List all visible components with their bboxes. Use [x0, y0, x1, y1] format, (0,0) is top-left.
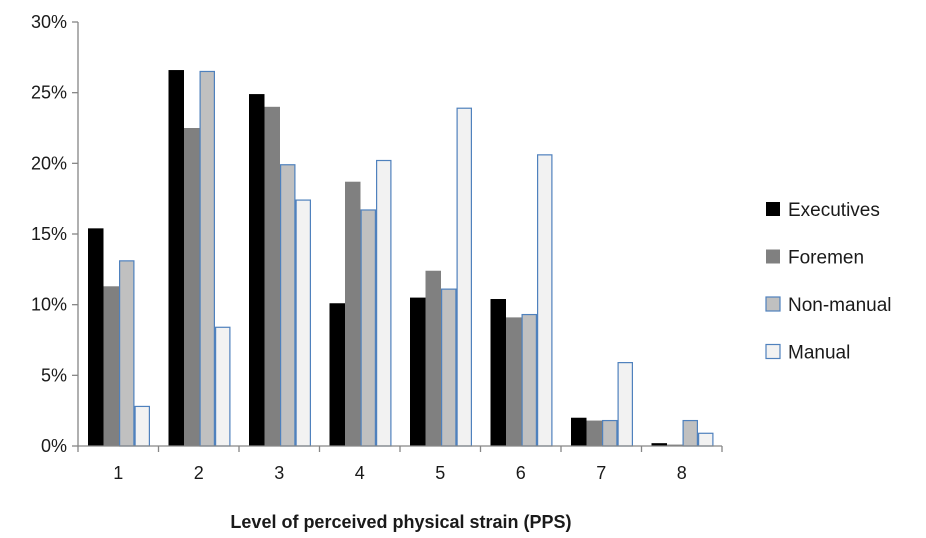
y-tick-label: 0% — [41, 436, 67, 456]
x-tick-label: 6 — [516, 463, 526, 483]
bar-manual-5 — [456, 107, 473, 447]
bar-executives-8 — [651, 443, 667, 446]
x-tick-label: 5 — [435, 463, 445, 483]
bar-foremen-5 — [425, 270, 441, 446]
bar-manual-7 — [617, 362, 633, 447]
x-axis-ticks: 1 2 3 4 5 6 7 8 — [77, 446, 723, 483]
x-tick-label: 1 — [113, 463, 123, 483]
bar-manual-2 — [215, 326, 231, 447]
x-tick-label: 7 — [596, 463, 606, 483]
y-axis-ticks: 0% 5% 10% 15% 20% 25% 30% — [31, 12, 78, 456]
legend-label: Executives — [788, 200, 880, 221]
bar-foremen-4 — [345, 181, 361, 446]
bar-executives-1 — [88, 228, 104, 446]
legend-swatch-executives — [766, 202, 780, 216]
x-tick-label: 4 — [355, 463, 365, 483]
x-tick-label: 2 — [194, 463, 204, 483]
bar-manual-1 — [134, 405, 151, 447]
y-tick-label: 15% — [31, 224, 67, 244]
x-axis-title: Level of perceived physical strain (PPS) — [230, 512, 571, 532]
bar-non-manual-8 — [682, 419, 698, 447]
bar-non-manual-3 — [280, 164, 296, 447]
bar-executives-3 — [249, 94, 265, 446]
bar-foremen-8 — [667, 444, 683, 446]
y-tick-label: 10% — [31, 295, 67, 315]
bar-non-manual-1 — [118, 260, 135, 447]
bar-manual-3 — [295, 199, 312, 447]
bar-non-manual-5 — [441, 288, 457, 447]
bar-executives-7 — [571, 417, 587, 446]
legend-label: Manual — [788, 343, 850, 364]
bar-manual-4 — [376, 159, 392, 447]
legend-label: Non-manual — [788, 295, 892, 316]
bar-foremen-3 — [264, 106, 280, 447]
bars-group — [88, 70, 714, 447]
legend-swatch-manual — [765, 343, 781, 360]
bar-foremen-2 — [184, 128, 200, 446]
y-tick-label: 5% — [41, 365, 67, 385]
x-tick-label: 3 — [274, 463, 284, 483]
legend-swatch-foremen — [766, 249, 780, 264]
y-tick-label: 25% — [31, 83, 67, 103]
bar-foremen-1 — [103, 286, 119, 446]
bar-non-manual-4 — [360, 209, 377, 447]
bar-non-manual-2 — [199, 70, 216, 447]
y-tick-label: 30% — [31, 12, 67, 32]
bar-executives-5 — [410, 297, 426, 446]
bar-executives-4 — [329, 303, 345, 446]
legend-label: Foremen — [788, 248, 864, 269]
legend-swatch-non-manual — [765, 296, 781, 312]
bar-manual-8 — [697, 432, 714, 447]
x-tick-label: 8 — [677, 463, 687, 483]
bar-non-manual-7 — [601, 419, 618, 447]
bar-executives-2 — [168, 70, 184, 446]
bar-foremen-6 — [506, 317, 522, 446]
legend: Executives Foremen Non-manual Manual — [765, 200, 892, 364]
bar-executives-6 — [490, 299, 506, 446]
bar-non-manual-6 — [521, 313, 537, 447]
bar-manual-6 — [536, 154, 553, 447]
y-tick-label: 20% — [31, 153, 67, 173]
bar-foremen-7 — [586, 420, 602, 446]
